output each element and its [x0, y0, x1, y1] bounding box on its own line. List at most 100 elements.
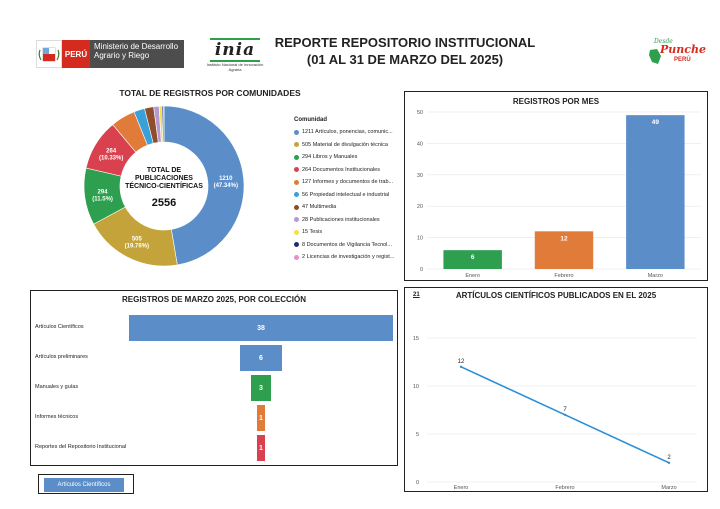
bar-marzo[interactable] [626, 115, 685, 269]
legend-title: Comunidad [294, 117, 327, 123]
articulos-linea-chart: 0 5 10 15 12 Enero 7 Febrero 2 Marzo [413, 336, 697, 491]
bar-value-label: 6 [471, 254, 475, 261]
donut-center-line1: TOTAL DE [147, 167, 182, 174]
slice-label-articulos-percent: (47.34%) [214, 183, 238, 189]
linea-corner-label: 21 [413, 292, 420, 298]
y-tick-label: 50 [417, 110, 423, 116]
coleccion-category-label: Reportes del Repositorio Institucional [35, 444, 127, 450]
y-tick-label: 5 [416, 432, 419, 438]
inia-subtitle: Instituto Nacional de Innovación Agraria [206, 62, 264, 72]
desde-punche-peru-logo: Desde Punche PERÚ [648, 38, 706, 70]
registros-por-mes-panel: REGISTROS POR MES 0 10 20 30 40 50 6 Enero 12 Feb… [404, 91, 708, 281]
legend-label: 127 Informes y documentos de trab... [302, 179, 394, 186]
report-title-line2: (01 AL 31 DE MARZO DEL 2025) [306, 52, 504, 67]
legend-dot-icon [294, 167, 299, 173]
legend-item[interactable]: 15 Tesis [294, 226, 404, 239]
y-tick-label: 30 [417, 173, 423, 179]
legend-item[interactable]: 2 Licencias de investigación y regist... [294, 251, 404, 264]
legend-label: 28 Publicaciones institucionales [302, 216, 380, 223]
coleccion-bar-reportes-del-repositorio-institucional[interactable]: 1 [257, 435, 265, 461]
x-tick-label: Febrero [554, 273, 573, 279]
report-title: REPORTE REPOSITORIO INSTITUCIONAL (01 AL… [270, 34, 540, 68]
legend-dot-icon [294, 217, 299, 223]
x-tick-label: Marzo [661, 485, 676, 491]
registros-por-mes-chart: 0 10 20 30 40 50 6 Enero 12 Febrero 49 Marzo [417, 110, 701, 279]
donut-chart: 1210 (47.34%) 505 (19.76%) 294 (11.5%) 2… [83, 105, 245, 267]
legend-item[interactable]: 127 Informes y documentos de trab... [294, 176, 404, 189]
legend-item[interactable]: 8 Documentos de Vigilancia Tecnol... [294, 239, 404, 252]
legend-dot-icon [294, 254, 299, 260]
y-tick-label: 0 [416, 480, 419, 486]
bar-febrero[interactable] [534, 231, 594, 269]
slice-label-material-value: 505 [132, 237, 143, 243]
slice-label-documentos-percent: (10.33%) [99, 156, 123, 162]
donut-center-line3: TÉCNICO-CIENTÍFICAS [125, 181, 203, 190]
y-tick-label: 15 [413, 336, 419, 342]
coleccion-panel: REGISTROS DE MARZO 2025, POR COLECCIÓN A… [30, 290, 398, 466]
legend-label: 505 Material de divulgación técnica [302, 141, 388, 148]
series-point[interactable] [459, 365, 463, 368]
articulos-linea-title: ARTÍCULOS CIENTÍFICOS PUBLICADOS EN EL 2… [455, 291, 657, 300]
series-point[interactable] [667, 461, 671, 464]
x-tick-label: Enero [465, 273, 480, 279]
legend-label: 264 Documentos Institucionales [302, 166, 380, 173]
y-tick-label: 0 [420, 267, 423, 273]
coleccion-category-label: Informes técnicos [35, 414, 79, 420]
legend-item[interactable]: 28 Publicaciones institucionales [294, 214, 404, 227]
donut-title: TOTAL DE REGISTROS POR COMUNIDADES [119, 88, 301, 98]
legend-dot-icon [294, 229, 299, 235]
coleccion-bar-articulos-cientificos[interactable]: 38 [129, 315, 393, 341]
y-tick-label: 10 [417, 236, 423, 242]
donut-center-total: 2556 [152, 197, 176, 209]
legend-item[interactable]: 294 Libros y Manuales [294, 151, 404, 164]
report-title-line1: REPORTE REPOSITORIO INSTITUCIONAL [274, 35, 536, 50]
point-value-label: 2 [667, 455, 671, 461]
inia-wordmark: inia [214, 40, 256, 60]
coleccion-category-label: Artículos Científicos [35, 324, 84, 330]
donut-slice-1211-articulos-ponencias-comun[interactable] [163, 105, 245, 266]
coleccion-bar-manuales-y-guias[interactable]: 3 [250, 375, 272, 401]
bar-value-label: 49 [652, 119, 660, 126]
legend-item[interactable]: 1211 Artículos, ponencias, comunic... [294, 126, 404, 139]
legend-dot-icon [294, 192, 299, 198]
coat-of-arms-logo [36, 40, 62, 68]
campaign-peru: PERÚ [674, 57, 691, 63]
y-tick-label: 40 [417, 141, 423, 147]
inia-logo: inia Instituto Nacional de Innovación Ag… [200, 38, 270, 72]
slice-label-libros-value: 294 [98, 189, 109, 195]
point-value-label: 12 [458, 359, 465, 365]
y-tick-label: 10 [413, 384, 419, 390]
x-tick-label: Febrero [555, 485, 574, 491]
legend-item[interactable]: 56 Propiedad intelectual e industrial [294, 189, 404, 202]
campaign-punche: Punche [660, 43, 706, 56]
legend-label: 15 Tesis [302, 229, 323, 236]
coleccion-bar-informes-tecnicos[interactable]: 1 [257, 405, 265, 431]
bar-value-label: 12 [560, 235, 568, 242]
legend-dot-icon [294, 142, 299, 148]
coleccion-title: REGISTROS DE MARZO 2025, POR COLECCIÓN [121, 295, 307, 304]
legend-label: 294 Libros y Manuales [302, 154, 358, 161]
coleccion-slicer-button[interactable]: Artículos Científicos [44, 478, 124, 492]
coleccion-category-label: Artículos preliminares [35, 354, 88, 360]
legend-dot-icon [294, 129, 299, 135]
legend-dot-icon [294, 154, 299, 160]
legend-dot-icon [294, 204, 299, 210]
x-tick-label: Enero [454, 485, 469, 491]
peru-logo: PERÚ [62, 40, 90, 68]
donut-legend: Comunidad 1211 Artículos, ponencias, com… [294, 117, 404, 264]
slice-label-documentos-value: 264 [106, 149, 117, 155]
bar-enero[interactable] [443, 250, 502, 269]
legend-item[interactable]: 505 Material de divulgación técnica [294, 139, 404, 152]
coleccion-bar-articulos-preliminares[interactable]: 6 [240, 345, 282, 371]
ministry-logo: Ministerio de Desarrollo Agrario y Riego [90, 40, 184, 68]
legend-label: 56 Propiedad intelectual e industrial [302, 191, 390, 198]
slice-label-material-percent: (19.76%) [125, 244, 149, 250]
legend-dot-icon [294, 242, 299, 248]
x-tick-label: Marzo [648, 273, 663, 279]
legend-item[interactable]: 47 Multimedia [294, 201, 404, 214]
legend-label: 8 Documentos de Vigilancia Tecnol... [302, 241, 392, 248]
point-value-label: 7 [563, 407, 567, 413]
legend-item[interactable]: 264 Documentos Institucionales [294, 164, 404, 177]
registros-por-mes-title: REGISTROS POR MES [512, 97, 600, 106]
series-point[interactable] [563, 413, 567, 416]
